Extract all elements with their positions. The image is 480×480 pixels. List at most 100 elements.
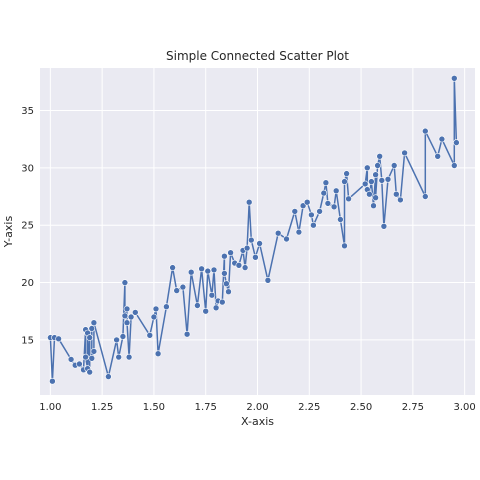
data-point [248, 237, 254, 243]
data-point [381, 223, 387, 229]
data-point [174, 288, 180, 294]
data-point [439, 136, 445, 142]
data-point [284, 236, 290, 242]
data-point [325, 200, 331, 206]
data-point [342, 179, 348, 185]
data-point [203, 308, 209, 314]
data-point [184, 331, 190, 337]
data-point [317, 208, 323, 214]
data-point [221, 270, 227, 276]
data-point [310, 222, 316, 228]
data-point [155, 351, 161, 357]
data-point [147, 332, 153, 338]
x-tick-label: 2.75 [402, 402, 424, 413]
data-point [422, 194, 428, 200]
x-axis-ticks: 1.001.251.501.752.002.252.502.753.00 [39, 402, 476, 413]
data-point [244, 245, 250, 251]
y-tick-label: 30 [21, 163, 34, 174]
data-point [397, 197, 403, 203]
data-point [402, 150, 408, 156]
data-point [132, 309, 138, 315]
data-point [76, 361, 82, 367]
data-point [422, 128, 428, 134]
data-point [331, 204, 337, 210]
data-point [89, 326, 95, 332]
data-point [344, 171, 350, 177]
data-point [228, 250, 234, 256]
data-point [68, 356, 74, 362]
y-tick-label: 35 [21, 106, 34, 117]
data-point [377, 153, 383, 159]
data-point [373, 172, 379, 178]
data-point [126, 354, 132, 360]
data-point [385, 176, 391, 182]
data-point [226, 289, 232, 295]
data-point [209, 292, 215, 298]
data-point [435, 153, 441, 159]
data-point [342, 243, 348, 249]
data-point [375, 163, 381, 169]
x-axis-label: X-axis [241, 415, 274, 428]
y-tick-label: 20 [21, 278, 34, 289]
data-point [362, 181, 368, 187]
data-point [124, 320, 130, 326]
data-point [292, 208, 298, 214]
data-point [91, 320, 97, 326]
data-point [188, 269, 194, 275]
data-point [364, 165, 370, 171]
data-point [453, 140, 459, 146]
data-point [105, 374, 111, 380]
data-point [393, 191, 399, 197]
data-point [379, 177, 385, 183]
data-point [391, 163, 397, 169]
data-point [151, 314, 157, 320]
data-point [371, 203, 377, 209]
data-point [89, 355, 95, 361]
data-point [451, 75, 457, 81]
data-point [346, 196, 352, 202]
data-point [91, 348, 97, 354]
chart-title: Simple Connected Scatter Plot [166, 49, 349, 63]
data-point [246, 199, 252, 205]
data-point [205, 268, 211, 274]
data-point [120, 334, 126, 340]
data-point [366, 191, 372, 197]
data-point [257, 241, 263, 247]
data-point [321, 190, 327, 196]
y-tick-label: 25 [21, 221, 34, 232]
data-point [337, 217, 343, 223]
data-point [114, 337, 120, 343]
data-point [368, 179, 374, 185]
data-point [122, 313, 128, 319]
x-tick-label: 1.75 [195, 402, 217, 413]
data-point [304, 199, 310, 205]
data-point [333, 188, 339, 194]
y-tick-label: 15 [21, 335, 34, 346]
x-tick-label: 1.00 [39, 402, 61, 413]
data-point [211, 267, 217, 273]
x-tick-label: 3.00 [454, 402, 476, 413]
x-tick-label: 1.50 [143, 402, 165, 413]
data-point [373, 195, 379, 201]
data-point [213, 305, 219, 311]
x-tick-label: 2.00 [246, 402, 268, 413]
data-point [275, 230, 281, 236]
data-point [221, 253, 227, 259]
data-point [323, 180, 329, 186]
x-tick-label: 2.25 [298, 402, 320, 413]
data-point [219, 299, 225, 305]
data-point [194, 303, 200, 309]
data-point [83, 354, 89, 360]
data-point [56, 336, 62, 342]
data-point [87, 369, 93, 375]
y-axis-ticks: 15 20 25 30 35 [21, 106, 34, 346]
data-point [296, 229, 302, 235]
data-point [242, 265, 248, 271]
data-point [265, 277, 271, 283]
data-point [199, 266, 205, 272]
data-point [170, 265, 176, 271]
data-point [87, 335, 93, 341]
data-point [122, 280, 128, 286]
data-point [124, 306, 130, 312]
